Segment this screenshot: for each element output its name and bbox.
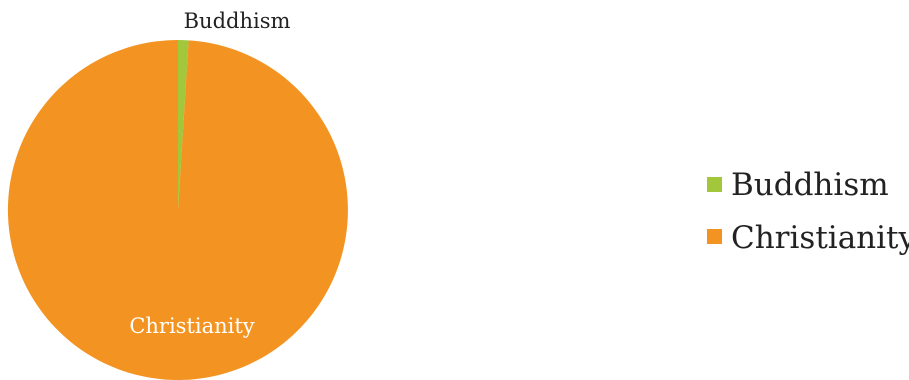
legend-swatch-buddhism [707,177,722,192]
legend: Buddhism Christianity [707,167,909,256]
slice-label-buddhism: Buddhism [184,9,291,33]
legend-swatch-christianity [707,229,722,244]
legend-label-christianity: Christianity [731,220,909,256]
legend-label-buddhism: Buddhism [731,167,889,203]
slice-label-christianity: Christianity [129,314,254,338]
